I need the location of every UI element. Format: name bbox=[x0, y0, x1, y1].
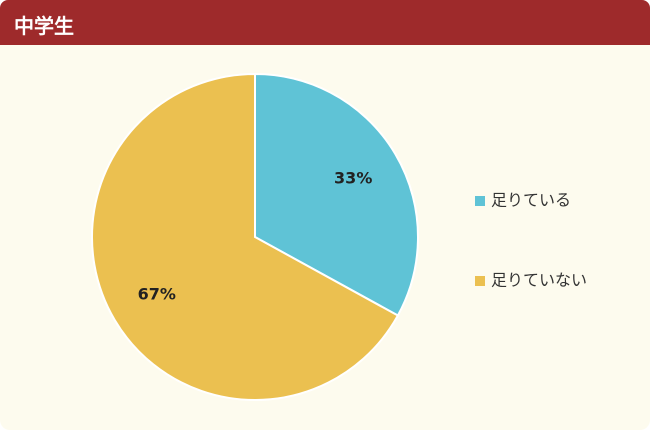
legend-label: 足りていない bbox=[491, 271, 587, 290]
legend-swatch bbox=[475, 196, 485, 206]
legend-label: 足りている bbox=[491, 191, 571, 210]
data-label: 33% bbox=[334, 168, 372, 187]
pie-slice bbox=[254, 72, 419, 317]
data-label: 67% bbox=[138, 285, 176, 304]
pie-slice bbox=[91, 72, 400, 401]
legend-swatch bbox=[475, 276, 485, 286]
header-title: 中学生 bbox=[14, 14, 74, 38]
header: 中学生 bbox=[0, 0, 650, 45]
